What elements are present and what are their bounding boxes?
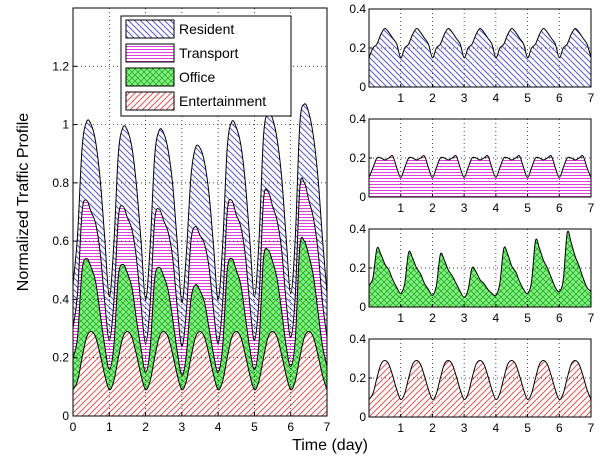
panel-line-office xyxy=(368,230,592,298)
x-tick-label: 4 xyxy=(215,420,222,434)
panel-frame xyxy=(368,8,592,88)
area-transport xyxy=(73,177,327,376)
x-tick-label: 4 xyxy=(493,421,500,435)
legend-swatch-office xyxy=(125,67,175,87)
x-tick-label: 5 xyxy=(251,420,258,434)
legend-swatch-entertainment xyxy=(125,91,175,111)
x-tick-label: 1 xyxy=(397,91,404,105)
x-tick-label: 1 xyxy=(106,420,113,434)
x-tick-label: 6 xyxy=(556,91,563,105)
panel-area-entertainment xyxy=(369,360,591,417)
y-tick-label: 0 xyxy=(359,300,366,314)
y-tick-label: 0 xyxy=(62,409,69,423)
panel-line-resident xyxy=(368,27,592,59)
x-tick-label: 5 xyxy=(524,201,531,215)
x-tick-label: 7 xyxy=(588,421,595,435)
x-tick-label: 1 xyxy=(397,421,404,435)
area-resident xyxy=(73,103,327,347)
x-tick-label: 4 xyxy=(493,201,500,215)
panel-frame xyxy=(368,338,592,418)
y-tick-label: 0.2 xyxy=(349,151,366,165)
x-tick-label: 7 xyxy=(588,91,595,105)
panel-office: 1 2 3 4 5 6 7 0 0.2 0.4 xyxy=(349,222,594,325)
y-tick-label: 0.8 xyxy=(52,176,69,190)
x-tick-label: 6 xyxy=(287,420,294,434)
panel-area-transport xyxy=(369,155,591,197)
y-tick-label: 0 xyxy=(359,190,366,204)
panel-line-transport xyxy=(368,155,592,179)
legend-label-entertainment: Entertainment xyxy=(179,93,266,109)
x-tick-label: 6 xyxy=(556,201,563,215)
panel-frame xyxy=(368,118,592,198)
y-tick-label: 0.2 xyxy=(52,351,69,365)
x-tick-label: 5 xyxy=(524,311,531,325)
legend-swatch-transport xyxy=(125,43,175,63)
panel-transport: 1 2 3 4 5 6 7 0 0.2 0.4 xyxy=(349,112,594,215)
legend-label-transport: Transport xyxy=(179,45,239,61)
y-tick-label: 0.4 xyxy=(349,2,366,16)
x-tick-label: 2 xyxy=(142,420,149,434)
x-tick-label: 5 xyxy=(524,421,531,435)
y-axis-label: Normalized Traffic Profile xyxy=(15,113,32,292)
legend-label-resident: Resident xyxy=(179,21,234,37)
legend-swatch-resident xyxy=(125,19,175,39)
line-transport xyxy=(72,177,328,347)
y-tick-label: 1 xyxy=(62,118,69,132)
x-tick-label: 3 xyxy=(461,91,468,105)
area-office xyxy=(73,237,327,390)
legend: Resident Transport Office Entertainment xyxy=(120,15,292,117)
x-tick-label: 3 xyxy=(461,311,468,325)
area-entertainment xyxy=(73,331,327,416)
x-tick-label: 3 xyxy=(461,421,468,435)
y-tick-label: 0.2 xyxy=(349,371,366,385)
panel-entertainment: 1 2 3 4 5 6 7 0 0.2 0.4 xyxy=(349,332,594,435)
per-category-area-charts: 1 2 3 4 5 6 7 0 0.2 0.4 1 2 3 4 5 6 7 0 0.2 0.4 1 2 3 4 5 6 7 0 0.2 0… xyxy=(349,2,594,435)
line-office xyxy=(72,236,328,376)
y-tick-label: 0.4 xyxy=(349,222,366,236)
x-tick-label: 7 xyxy=(588,311,595,325)
main-plot-frame xyxy=(72,7,328,417)
x-tick-label: 2 xyxy=(429,421,436,435)
line-entertainment xyxy=(72,330,328,391)
y-tick-label: 0.4 xyxy=(349,112,366,126)
legend-label-office: Office xyxy=(179,69,216,85)
x-tick-label: 5 xyxy=(524,91,531,105)
y-tick-label: 0.6 xyxy=(52,234,69,248)
x-tick-label: 2 xyxy=(429,91,436,105)
x-tick-label: 1 xyxy=(397,201,404,215)
panel-frame xyxy=(368,228,592,308)
panel-area-office xyxy=(369,231,591,307)
y-tick-label: 0 xyxy=(359,410,366,424)
x-tick-label: 6 xyxy=(556,311,563,325)
y-tick-label: 1.2 xyxy=(52,59,69,73)
line-resident xyxy=(72,103,328,303)
x-tick-label: 4 xyxy=(493,311,500,325)
panel-resident: 1 2 3 4 5 6 7 0 0.2 0.4 xyxy=(349,2,594,105)
x-tick-label: 2 xyxy=(429,311,436,325)
y-tick-label: 0.2 xyxy=(349,261,366,275)
x-tick-label: 7 xyxy=(324,420,331,434)
x-tick-label: 6 xyxy=(556,421,563,435)
x-tick-label: 0 xyxy=(70,420,77,434)
x-tick-label: 2 xyxy=(429,201,436,215)
panel-line-entertainment xyxy=(368,359,592,401)
x-tick-label: 4 xyxy=(493,91,500,105)
y-tick-label: 0.4 xyxy=(349,332,366,346)
main-stacked-area-chart: 0 1 2 3 4 5 6 7 0 0.2 0.4 0.6 0.8 1 1.2 Resident Transpo… xyxy=(52,7,331,434)
x-tick-label: 7 xyxy=(588,201,595,215)
panel-area-resident xyxy=(369,28,591,87)
y-tick-label: 0 xyxy=(359,80,366,94)
x-tick-label: 1 xyxy=(397,311,404,325)
x-axis-label: Time (day) xyxy=(292,437,368,454)
x-tick-label: 3 xyxy=(461,201,468,215)
y-tick-label: 0.4 xyxy=(52,292,69,306)
y-tick-label: 0.2 xyxy=(349,41,366,55)
x-tick-label: 3 xyxy=(179,420,186,434)
